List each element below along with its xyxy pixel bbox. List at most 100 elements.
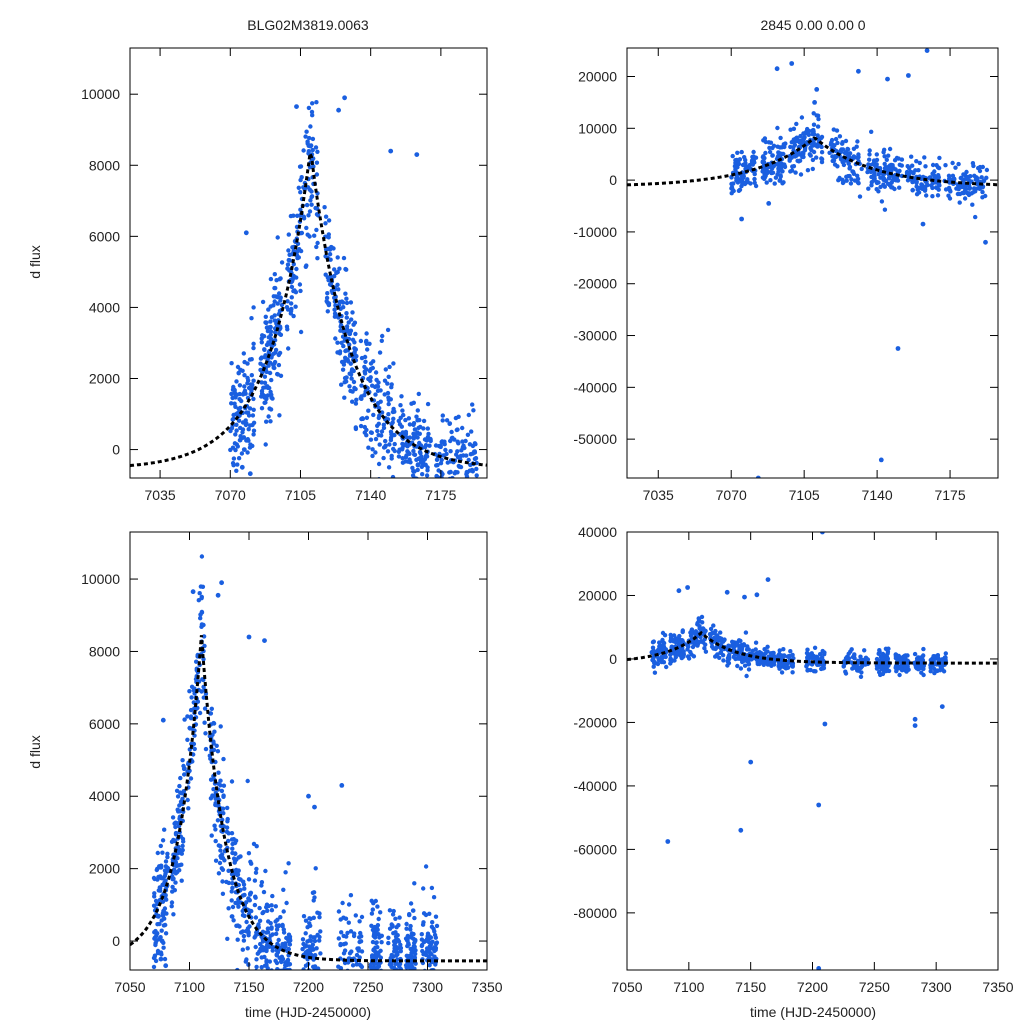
- data-point: [236, 418, 242, 423]
- data-point: [189, 695, 194, 700]
- data-point: [474, 466, 479, 472]
- data-point: [806, 129, 811, 134]
- data-point: [218, 848, 223, 853]
- data-point: [177, 803, 182, 808]
- data-point: [397, 976, 401, 980]
- data-point: [695, 643, 700, 648]
- data-point: [285, 262, 291, 267]
- data-point: [304, 225, 309, 231]
- data-point: [254, 957, 259, 962]
- data-point: [778, 662, 783, 668]
- data-point: [677, 633, 682, 639]
- data-point: [169, 904, 174, 909]
- data-point: [240, 435, 245, 440]
- data-point: [252, 878, 258, 883]
- data-point: [833, 136, 839, 142]
- data-point: [383, 367, 388, 372]
- data-point: [455, 470, 460, 475]
- data-point: [364, 341, 369, 346]
- data-point: [670, 637, 676, 643]
- data-point: [656, 649, 662, 654]
- data-point: [371, 901, 376, 906]
- data-point: [344, 296, 349, 301]
- data-point: [744, 655, 749, 660]
- data-point: [840, 141, 845, 146]
- x-tick-label: 7105: [285, 487, 316, 503]
- data-point: [314, 946, 319, 951]
- data-point: [859, 664, 865, 669]
- data-point: [417, 495, 421, 499]
- data-point: [461, 494, 465, 498]
- data-point: [392, 976, 396, 980]
- data-point: [443, 447, 448, 453]
- data-point: [345, 968, 350, 970]
- figure-title: BLG02M3819.0063: [247, 17, 369, 33]
- data-point: [154, 867, 159, 873]
- data-point: [172, 821, 177, 826]
- data-point: [718, 630, 723, 635]
- data-point: [234, 422, 239, 427]
- data-point: [370, 971, 374, 975]
- data-point: [178, 775, 183, 781]
- data-point: [404, 921, 409, 927]
- x-tick-label: 7100: [174, 979, 205, 995]
- data-point: [448, 438, 453, 444]
- data-point: [881, 175, 886, 180]
- data-point: [306, 143, 311, 148]
- y-tick-label: 0: [609, 172, 617, 188]
- data-point: [277, 983, 281, 987]
- data-point: [245, 381, 250, 386]
- data-point: [738, 666, 744, 671]
- data-point: [385, 449, 391, 454]
- data-point: [394, 1000, 398, 1004]
- data-point: [413, 433, 418, 438]
- data-point: [702, 646, 707, 651]
- data-point: [221, 783, 227, 788]
- data-point: [913, 665, 919, 670]
- data-point: [286, 996, 290, 1000]
- data-point: [380, 333, 385, 339]
- data-point: [265, 908, 270, 913]
- data-point: [472, 449, 477, 454]
- data-point: [369, 911, 375, 916]
- data-point: [314, 160, 320, 165]
- data-point: [400, 408, 405, 413]
- outlier-point: [241, 447, 247, 452]
- data-point: [464, 504, 468, 508]
- data-point: [378, 955, 383, 960]
- data-point: [866, 186, 871, 191]
- data-point: [262, 355, 267, 360]
- data-point: [332, 274, 337, 279]
- x-tick-label: 7300: [412, 979, 443, 995]
- data-point: [263, 868, 268, 874]
- data-point: [175, 821, 181, 826]
- data-point: [847, 151, 853, 156]
- data-point: [432, 954, 437, 959]
- data-point: [278, 995, 282, 999]
- data-point: [730, 643, 735, 648]
- x-tick-label: 7200: [797, 979, 828, 995]
- data-point: [354, 397, 359, 402]
- data-point: [260, 333, 265, 338]
- data-point: [753, 183, 759, 189]
- data-point: [413, 951, 418, 957]
- data-point: [234, 442, 239, 447]
- data-point: [266, 350, 271, 355]
- data-point: [427, 911, 432, 916]
- data-point: [379, 338, 384, 343]
- data-point: [843, 138, 849, 144]
- data-point: [470, 493, 474, 497]
- data-point: [364, 415, 370, 420]
- data-point: [357, 935, 362, 940]
- data-point: [904, 669, 909, 674]
- data-point: [393, 978, 397, 982]
- data-point: [424, 473, 430, 478]
- data-point: [868, 169, 873, 175]
- data-point: [179, 862, 184, 867]
- data-point: [276, 937, 281, 943]
- data-point: [279, 983, 283, 987]
- data-point: [652, 670, 658, 675]
- data-point: [286, 932, 292, 937]
- data-point: [709, 644, 715, 649]
- data-point: [777, 177, 783, 183]
